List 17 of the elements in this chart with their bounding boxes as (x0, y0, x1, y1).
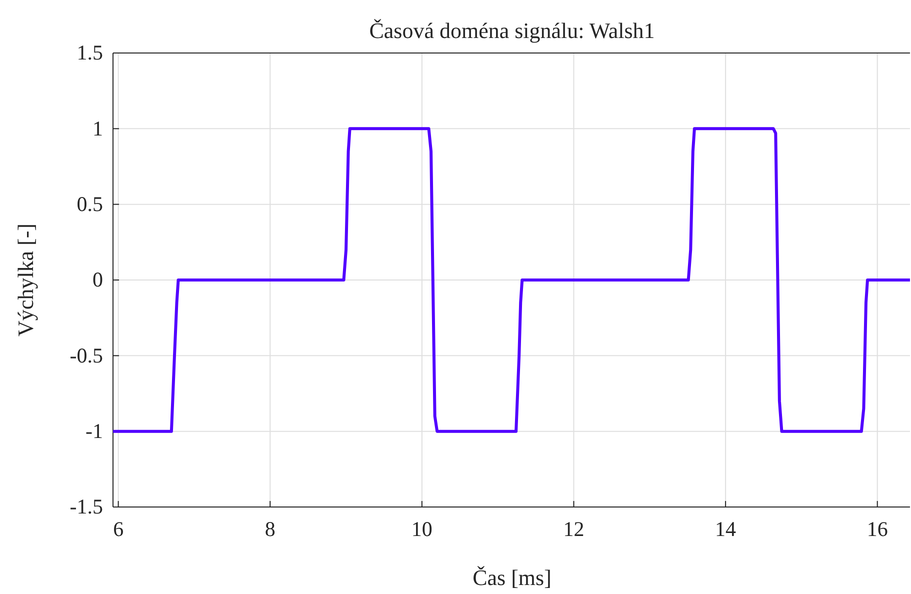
y-tick-label: 1 (92, 116, 103, 140)
x-tick-label: 12 (563, 516, 584, 541)
x-tick-label: 8 (264, 516, 276, 541)
y-tick-label: 0.5 (76, 192, 103, 216)
y-tick-label: 1.5 (76, 40, 103, 65)
x-tick-label: 16 (866, 516, 888, 541)
x-tick-label: 14 (715, 516, 737, 541)
y-tick-label: -1.5 (70, 494, 103, 519)
y-tick-label: 0 (92, 268, 103, 292)
y-tick-label: -0.5 (70, 343, 103, 368)
x-axis-title: Čas [ms] (472, 565, 552, 590)
y-axis-title: Výchylka [-] (13, 223, 38, 337)
x-tick-label: 6 (113, 516, 124, 541)
y-tick-label: -1 (86, 419, 103, 444)
line-series (112, 127, 911, 433)
chart-title: Časová doména signálu: Walsh1 (369, 18, 655, 43)
x-tick-label: 10 (411, 516, 432, 541)
